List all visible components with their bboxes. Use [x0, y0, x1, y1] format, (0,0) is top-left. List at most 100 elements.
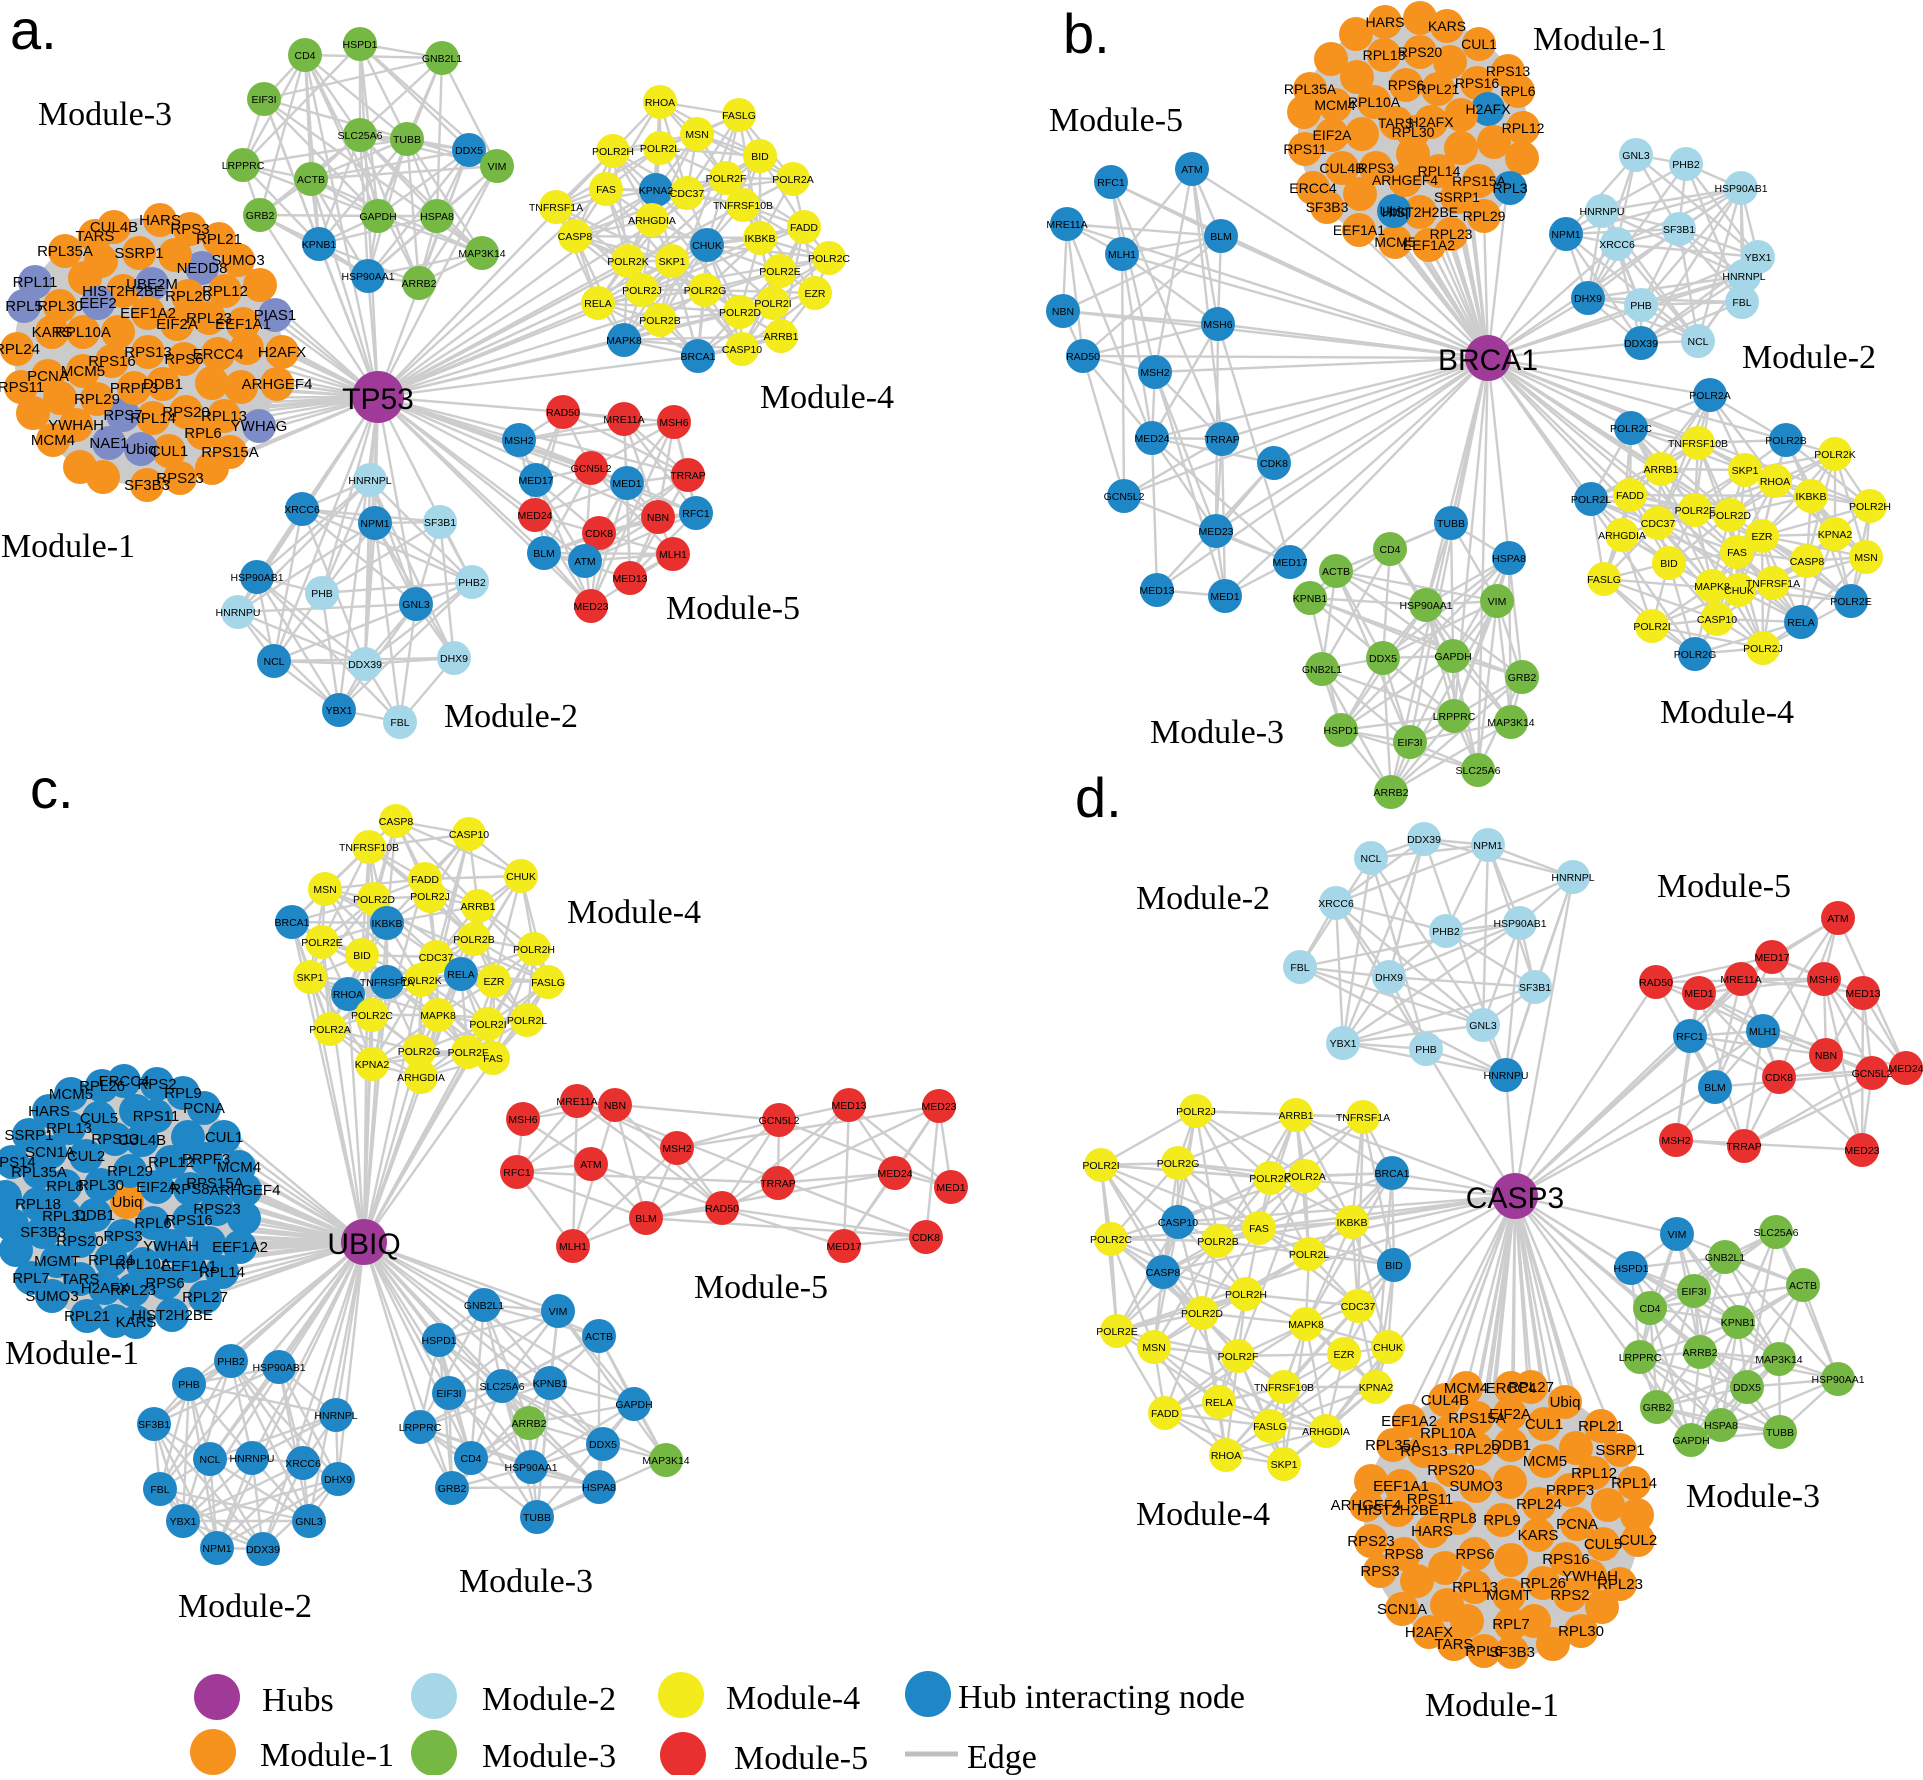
svg-text:MAPK8: MAPK8	[1694, 581, 1730, 593]
svg-text:HSPA8: HSPA8	[1492, 553, 1526, 565]
svg-text:RPL29: RPL29	[1454, 1441, 1500, 1458]
svg-text:SKP1: SKP1	[297, 972, 324, 984]
svg-text:Module-5: Module-5	[1657, 868, 1791, 905]
svg-text:TARS: TARS	[76, 228, 115, 245]
svg-text:MCM5: MCM5	[61, 363, 105, 380]
svg-text:IKBKB: IKBKB	[745, 233, 776, 245]
svg-text:Module-4: Module-4	[1660, 694, 1794, 731]
svg-text:ARRB1: ARRB1	[460, 901, 495, 913]
svg-text:POLR2C: POLR2C	[351, 1010, 393, 1022]
svg-text:RPL31: RPL31	[42, 1208, 88, 1225]
svg-text:NBN: NBN	[1052, 306, 1074, 318]
svg-text:RFC1: RFC1	[503, 1167, 531, 1179]
svg-text:GCN5L2: GCN5L2	[1852, 1068, 1893, 1080]
svg-text:EEF1A2: EEF1A2	[1381, 1413, 1437, 1430]
svg-text:CUL5: CUL5	[80, 1110, 118, 1127]
svg-text:IKBKB: IKBKB	[1796, 491, 1827, 503]
svg-text:H2AFX: H2AFX	[258, 344, 306, 361]
svg-text:YBX1: YBX1	[326, 705, 353, 717]
svg-text:POLR2I: POLR2I	[1633, 621, 1670, 633]
svg-text:ARHGEF4: ARHGEF4	[210, 1182, 281, 1199]
svg-text:PRPF3: PRPF3	[1546, 1482, 1594, 1499]
svg-text:POLR2K: POLR2K	[400, 975, 441, 987]
svg-text:MSH6: MSH6	[1203, 319, 1232, 331]
svg-text:Ubiq: Ubiq	[1380, 203, 1409, 219]
svg-text:POLR2B: POLR2B	[453, 934, 494, 946]
svg-text:MCM4: MCM4	[1314, 97, 1355, 113]
svg-text:Module-2: Module-2	[482, 1681, 616, 1718]
svg-text:RPL9: RPL9	[164, 1085, 202, 1102]
svg-text:SF3B3: SF3B3	[20, 1224, 66, 1241]
svg-text:ARHGDIA: ARHGDIA	[628, 215, 676, 227]
svg-text:TARS: TARS	[1435, 1636, 1474, 1653]
svg-text:MCM4: MCM4	[1444, 1380, 1488, 1397]
svg-text:RPL8: RPL8	[1439, 1510, 1477, 1527]
svg-text:TNFRSF1A: TNFRSF1A	[360, 977, 414, 989]
svg-text:POLR2F: POLR2F	[448, 1047, 489, 1059]
svg-text:MAPK8: MAPK8	[1288, 1319, 1324, 1331]
svg-text:RPL6: RPL6	[1465, 1643, 1503, 1660]
svg-text:GNL3: GNL3	[1622, 150, 1650, 162]
svg-text:GAPDH: GAPDH	[359, 211, 396, 223]
svg-text:MRE11A: MRE11A	[1046, 219, 1087, 231]
svg-text:SSRP1: SSRP1	[4, 1127, 53, 1144]
svg-text:POLR2F: POLR2F	[706, 173, 747, 185]
svg-text:H2AFX: H2AFX	[1408, 114, 1454, 130]
svg-text:CASP8: CASP8	[1790, 556, 1825, 568]
svg-text:BID: BID	[751, 151, 769, 163]
svg-text:POLR2D: POLR2D	[1709, 510, 1751, 522]
svg-text:POLR2K: POLR2K	[1814, 449, 1855, 461]
svg-text:FBL: FBL	[1290, 962, 1309, 974]
svg-text:GAPDH: GAPDH	[1672, 1435, 1709, 1447]
svg-text:SUMO3: SUMO3	[1449, 1478, 1502, 1495]
svg-text:FAS: FAS	[1249, 1223, 1269, 1235]
svg-text:KPNA2: KPNA2	[1818, 529, 1853, 541]
svg-text:MED17: MED17	[518, 475, 553, 487]
svg-text:ACTB: ACTB	[297, 174, 325, 186]
svg-text:RPS11: RPS11	[0, 379, 44, 396]
svg-text:CHUK: CHUK	[1724, 585, 1754, 597]
svg-text:HSP90AB1: HSP90AB1	[252, 1362, 305, 1374]
svg-text:MED1: MED1	[612, 478, 641, 490]
svg-text:HNRNPU: HNRNPU	[1484, 1070, 1529, 1082]
svg-text:RHOA: RHOA	[1760, 476, 1790, 488]
svg-text:FASLG: FASLG	[1587, 574, 1621, 586]
svg-text:Module-3: Module-3	[482, 1738, 616, 1775]
svg-text:BRCA1: BRCA1	[274, 917, 309, 929]
svg-text:MAP3K14: MAP3K14	[1487, 717, 1534, 729]
svg-text:XRCC6: XRCC6	[1318, 898, 1354, 910]
svg-text:MED1: MED1	[936, 1182, 965, 1194]
svg-text:MRE11A: MRE11A	[556, 1096, 597, 1108]
svg-text:HNRNPL: HNRNPL	[1551, 872, 1594, 884]
svg-text:DHX9: DHX9	[324, 1474, 352, 1486]
svg-text:RPL3: RPL3	[1492, 180, 1527, 196]
svg-text:POLR2C: POLR2C	[808, 253, 850, 265]
svg-text:RPS11: RPS11	[1407, 1491, 1453, 1508]
svg-text:RPS15A: RPS15A	[1448, 1410, 1506, 1427]
svg-text:RPL8: RPL8	[46, 1178, 84, 1195]
svg-text:EEF1A1: EEF1A1	[215, 316, 271, 333]
svg-text:GRB2: GRB2	[1508, 672, 1537, 684]
svg-text:YWHAG: YWHAG	[231, 418, 288, 435]
svg-text:ARRB1: ARRB1	[1643, 464, 1678, 476]
svg-text:POLR2A: POLR2A	[772, 174, 813, 186]
svg-text:RPL35A: RPL35A	[11, 1164, 67, 1181]
svg-text:FAS: FAS	[483, 1053, 503, 1065]
svg-text:TNFRSF1A: TNFRSF1A	[1336, 1112, 1390, 1124]
svg-text:CASP8: CASP8	[558, 231, 593, 243]
svg-text:d.: d.	[1075, 766, 1122, 829]
svg-text:RPL26: RPL26	[79, 1078, 125, 1095]
svg-text:LRPPRC: LRPPRC	[222, 160, 265, 172]
svg-text:CUL4B: CUL4B	[1421, 1392, 1469, 1409]
svg-text:MED13: MED13	[1139, 585, 1174, 597]
svg-text:RPS11: RPS11	[133, 1108, 179, 1125]
svg-text:SKP1: SKP1	[659, 256, 686, 268]
svg-text:DDB1: DDB1	[143, 376, 183, 393]
svg-text:ACTB: ACTB	[1322, 566, 1350, 578]
svg-text:MED23: MED23	[573, 601, 608, 613]
svg-text:POLR2C: POLR2C	[1090, 1234, 1132, 1246]
svg-text:MSN: MSN	[1854, 552, 1877, 564]
svg-text:ARHGEF4: ARHGEF4	[242, 376, 313, 393]
svg-text:PCNA: PCNA	[183, 1100, 225, 1117]
svg-text:RPS6: RPS6	[164, 351, 203, 368]
